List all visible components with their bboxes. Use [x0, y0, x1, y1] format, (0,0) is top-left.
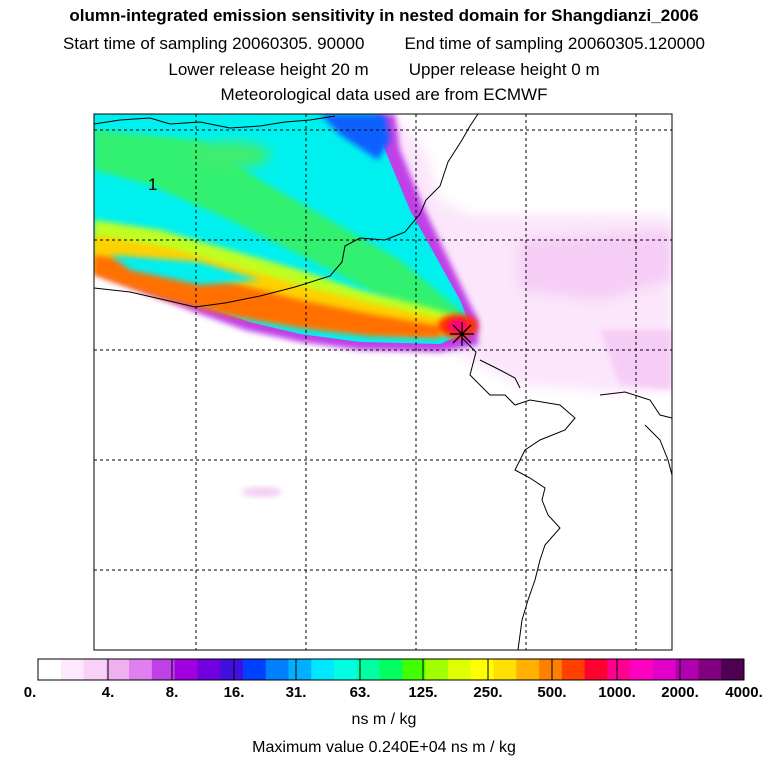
colorbar-tick-label: 4000.	[725, 684, 763, 701]
colorbar-tick-label: 125.	[408, 684, 438, 701]
colorbar-tick-label: 2000.	[661, 684, 699, 701]
colorbar-tick-label: 4.	[101, 684, 115, 701]
asterisk-icon	[450, 322, 474, 346]
colorbar-tick-label: 8.	[165, 684, 179, 701]
colorbar-tick-label: 16.	[223, 684, 245, 701]
maximum-value-label: Maximum value 0.240E+04 ns m / kg	[252, 739, 516, 756]
contour-label: 1	[148, 175, 157, 194]
release-heights: Lower release height 20 m Upper release h…	[0, 60, 768, 80]
met-source-label: Meteorological data used are from ECMWF	[220, 85, 548, 104]
lower-height-label: Lower release height 20 m	[168, 60, 369, 79]
upper-height-label: Upper release height 0 m	[408, 60, 600, 79]
colorbar-tick-label: 31.	[285, 684, 307, 701]
colorbar-tick-label: 63.	[349, 684, 371, 701]
colorbar-tick-label: 1000.	[598, 684, 636, 701]
plot-title: olumn-integrated emission sensitivity in…	[69, 6, 699, 25]
colorbar-tick-label: 500.	[537, 684, 567, 701]
map-frame	[93, 113, 673, 651]
colorbar-tick-label: 0.	[23, 684, 37, 701]
start-time-label: Start time of sampling 20060305. 90000	[62, 34, 365, 53]
colorbar-tick-label: 250.	[473, 684, 503, 701]
sampling-times: Start time of sampling 20060305. 90000 En…	[0, 34, 768, 54]
graticule	[94, 114, 672, 650]
colorbar-unit-label: ns m / kg	[351, 711, 417, 728]
end-time-label: End time of sampling 20060305.120000	[404, 34, 706, 53]
